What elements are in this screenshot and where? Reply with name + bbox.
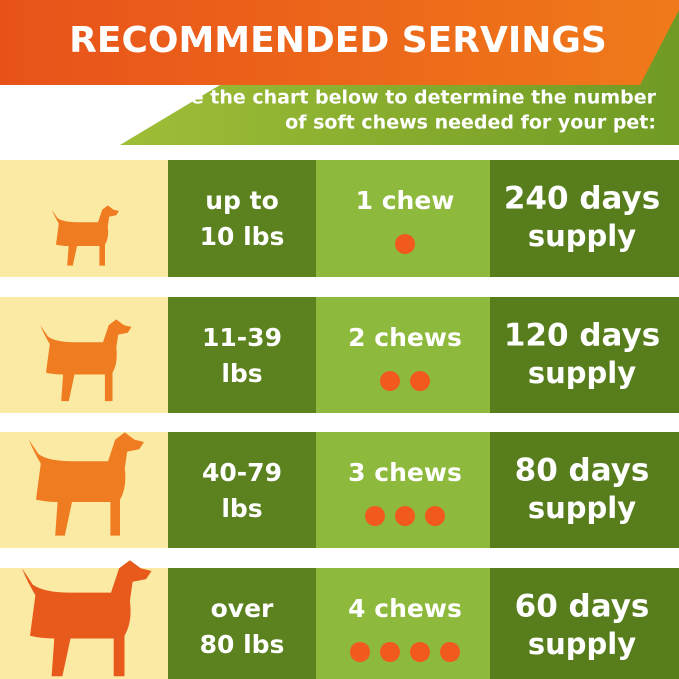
pet-cell <box>0 160 168 277</box>
supply-label: supply <box>528 219 636 253</box>
chew-dot <box>410 371 430 391</box>
chew-dot <box>350 642 370 662</box>
dog-silhouette <box>28 432 144 536</box>
weight-label: over <box>211 594 274 623</box>
supply-label: 80 days <box>515 453 650 489</box>
chew-dot <box>395 234 415 254</box>
weight-label: 10 lbs <box>200 222 285 251</box>
weight-cell <box>168 568 316 679</box>
weight-cell <box>168 160 316 277</box>
chew-dot <box>365 506 385 526</box>
weight-label: up to <box>205 186 279 215</box>
chews-cell <box>316 160 490 277</box>
supply-label: 60 days <box>515 589 650 625</box>
chews-cell <box>316 568 490 679</box>
dog-silhouette <box>21 560 152 677</box>
chews-label: 1 chew <box>356 186 455 215</box>
chew-dot <box>440 642 460 662</box>
chew-dot <box>410 642 430 662</box>
weight-cell <box>168 432 316 548</box>
supply-cell <box>490 568 679 679</box>
supply-label: supply <box>528 627 636 661</box>
chews-label: 3 chews <box>348 458 462 487</box>
subtitle-line: Use the chart below to determine the num… <box>164 87 657 109</box>
chew-dot <box>380 642 400 662</box>
supply-label: supply <box>528 491 636 525</box>
chews-cell <box>316 432 490 548</box>
chew-dot <box>380 371 400 391</box>
supply-cell <box>490 432 679 548</box>
chew-dot <box>425 506 445 526</box>
supply-label: supply <box>528 356 636 390</box>
subtitle-line: of soft chews needed for your pet: <box>285 112 656 134</box>
chews-label: 4 chews <box>348 594 462 623</box>
header-orange-band <box>0 0 679 85</box>
dog-silhouette <box>51 205 119 266</box>
supply-cell <box>490 297 679 413</box>
weight-label: 11-39 <box>202 323 282 352</box>
chews-label: 2 chews <box>348 323 462 352</box>
title: RECOMMENDED SERVINGS <box>69 20 607 61</box>
weight-label: lbs <box>221 494 262 523</box>
weight-label: 80 lbs <box>200 630 285 659</box>
supply-cell <box>490 160 679 277</box>
chews-cell <box>316 297 490 413</box>
dog-silhouette <box>40 319 132 402</box>
weight-cell <box>168 297 316 413</box>
weight-label: lbs <box>221 359 262 388</box>
weight-label: 40-79 <box>202 458 282 487</box>
supply-label: 120 days <box>504 318 660 354</box>
supply-label: 240 days <box>504 181 660 217</box>
chew-dot <box>395 506 415 526</box>
